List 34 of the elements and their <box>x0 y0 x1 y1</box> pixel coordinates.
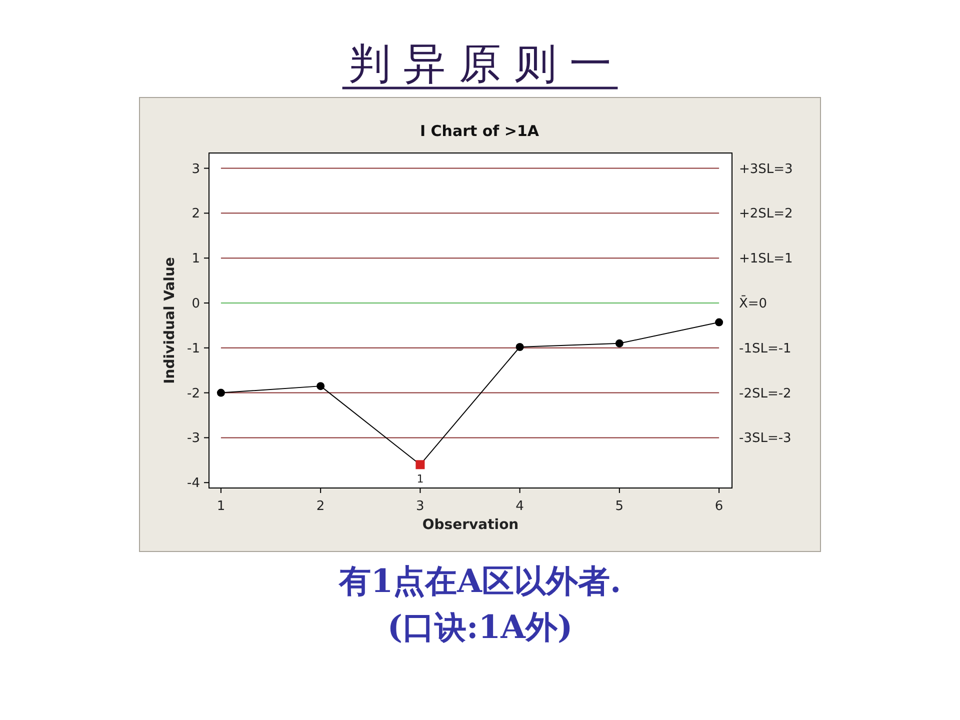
ref-line-label: -2SL=-2 <box>739 386 792 402</box>
y-tick-label: 2 <box>192 206 200 222</box>
y-tick-label: 1 <box>192 252 200 267</box>
x-tick-label: 4 <box>516 499 524 514</box>
ref-line-label: +2SL=2 <box>739 206 793 222</box>
point <box>615 339 624 348</box>
ref-line-label: -1SL=-1 <box>739 341 792 356</box>
text: 有1点在A区以外者. <box>338 562 622 600</box>
point <box>715 318 724 326</box>
x-axis-title: Observation <box>422 517 519 533</box>
y-tick-label: -1 <box>187 341 200 356</box>
ref-line-label: X̄=0 <box>739 295 768 312</box>
text: (口诀:1A外) <box>387 608 573 646</box>
ref-line-label: +3SL=3 <box>739 162 793 177</box>
point <box>416 460 425 470</box>
x-tick-label: 3 <box>416 499 424 514</box>
ref-line-label: -3SL=-3 <box>739 431 792 446</box>
chart-subtitle: I Chart of >1A <box>420 122 540 140</box>
y-tick-label: -2 <box>187 386 200 402</box>
x-tick-label: 5 <box>615 499 624 514</box>
y-axis-title: Individual Value <box>162 257 178 384</box>
ref-line-label: +1SL=1 <box>739 252 793 267</box>
x-tick-label: 6 <box>714 499 724 514</box>
point <box>316 382 325 390</box>
point <box>516 342 524 351</box>
y-tick-label: 3 <box>192 162 200 177</box>
chart-title: 判 异 原 则 一 <box>348 39 612 88</box>
y-tick-label: -3 <box>187 431 200 446</box>
y-tick-label: -4 <box>187 476 200 492</box>
x-tick-label: 2 <box>316 499 325 514</box>
annotation: 1 <box>416 472 424 486</box>
x-tick-label: 1 <box>216 499 226 514</box>
point <box>216 388 225 397</box>
y-tick-label: 0 <box>192 296 200 312</box>
